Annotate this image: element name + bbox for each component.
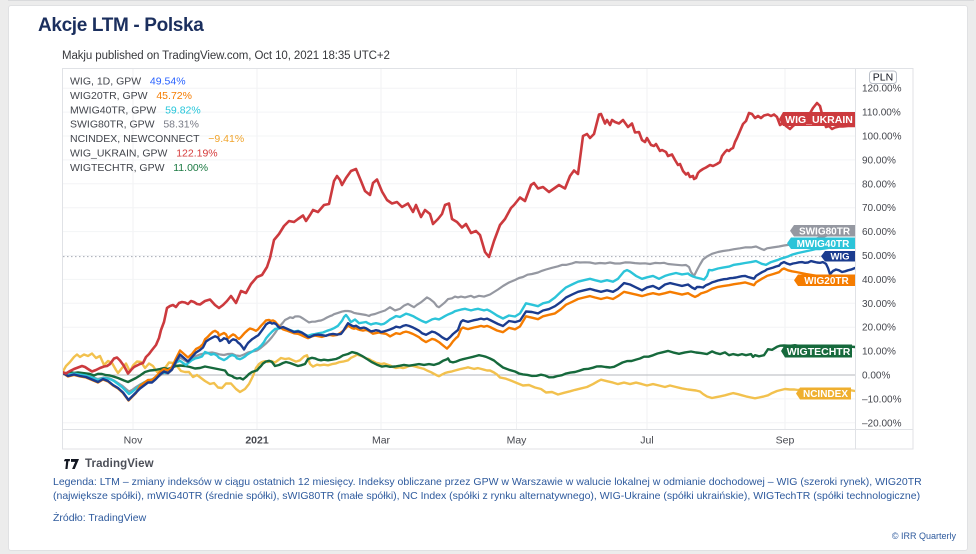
svg-text:50.00%: 50.00% <box>862 251 896 262</box>
svg-text:Jul: Jul <box>640 435 653 447</box>
svg-text:WIG: WIG <box>831 252 850 263</box>
svg-text:WIG20TR: WIG20TR <box>804 276 849 287</box>
svg-text:Nov: Nov <box>124 435 143 447</box>
svg-text:SWIG80TR, GPW 58.31%: SWIG80TR, GPW 58.31% <box>70 119 199 131</box>
svg-text:NCINDEX, NEWCONNECT −9.41%: NCINDEX, NEWCONNECT −9.41% <box>70 133 244 145</box>
svg-text:Mar: Mar <box>372 435 391 447</box>
svg-text:110.00%: 110.00% <box>862 108 901 119</box>
svg-text:WIG_UKRAIN, GPW 122.19%: WIG_UKRAIN, GPW 122.19% <box>70 148 218 160</box>
svg-text:WIG, 1D, GPW 49.54%: WIG, 1D, GPW 49.54% <box>70 76 186 88</box>
svg-text:WIG20TR, GPW 45.72%: WIG20TR, GPW 45.72% <box>70 90 192 102</box>
svg-text:0.00%: 0.00% <box>862 371 890 382</box>
svg-text:–20.00%: –20.00% <box>862 418 902 429</box>
svg-text:PLN: PLN <box>873 72 893 84</box>
svg-text:WIG_UKRAIN: WIG_UKRAIN <box>785 114 853 126</box>
svg-text:NCINDEX: NCINDEX <box>803 389 848 400</box>
svg-text:100.00%: 100.00% <box>862 132 902 143</box>
svg-text:40.00%: 40.00% <box>862 275 896 286</box>
svg-text:30.00%: 30.00% <box>862 299 896 310</box>
svg-text:MWIG40TR, GPW 59.82%: MWIG40TR, GPW 59.82% <box>70 104 201 116</box>
svg-text:MWIG40TR: MWIG40TR <box>797 239 851 250</box>
svg-text:–10.00%: –10.00% <box>862 394 902 405</box>
svg-text:WIGTECHTR: WIGTECHTR <box>787 346 851 358</box>
svg-text:WIGTECHTR, GPW 11.00%: WIGTECHTR, GPW 11.00% <box>70 162 208 174</box>
svg-text:Sep: Sep <box>776 435 795 447</box>
svg-text:90.00%: 90.00% <box>862 155 896 166</box>
svg-text:May: May <box>507 435 528 447</box>
svg-text:80.00%: 80.00% <box>862 179 896 190</box>
svg-text:10.00%: 10.00% <box>862 347 896 358</box>
svg-text:60.00%: 60.00% <box>862 227 896 238</box>
svg-text:2021: 2021 <box>245 435 269 447</box>
svg-text:120.00%: 120.00% <box>862 84 902 95</box>
svg-text:20.00%: 20.00% <box>862 323 896 334</box>
svg-text:70.00%: 70.00% <box>862 203 896 214</box>
svg-text:SWIG80TR: SWIG80TR <box>799 226 851 237</box>
